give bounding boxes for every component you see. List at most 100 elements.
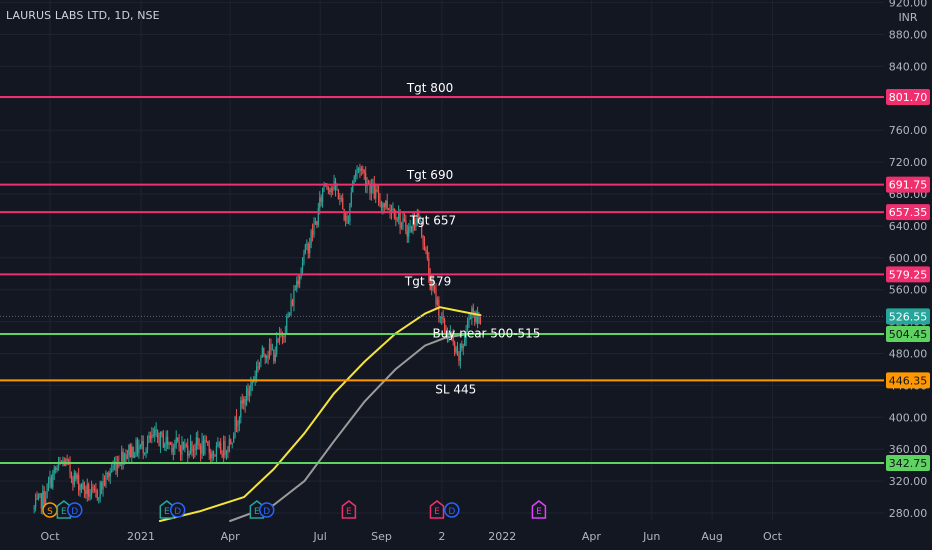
candle	[323, 181, 325, 193]
candle	[327, 185, 329, 195]
event-flag-marker[interactable]: E	[341, 500, 357, 519]
candle	[95, 482, 97, 498]
candle	[372, 178, 374, 194]
candle-body	[363, 170, 365, 174]
candle-body	[260, 357, 262, 362]
candle-body	[421, 221, 423, 236]
y-tick-label: 480.00	[889, 348, 928, 361]
candle	[400, 221, 403, 230]
candle-body	[377, 190, 380, 201]
candle	[297, 274, 299, 288]
candle-body	[93, 488, 96, 491]
y-tick-label: 600.00	[889, 252, 928, 265]
candle-body	[149, 435, 152, 439]
candle	[438, 296, 440, 323]
candle	[261, 345, 263, 358]
candle-body	[293, 289, 295, 306]
candle-body	[343, 209, 345, 221]
candle-body	[52, 473, 54, 488]
candle	[152, 427, 154, 438]
event-circle-marker[interactable]: S	[42, 502, 58, 518]
candle-body	[33, 507, 35, 510]
candle	[205, 435, 207, 443]
x-tick-label: 2	[438, 530, 445, 543]
candle	[63, 457, 65, 467]
candle	[165, 430, 167, 452]
candle	[169, 441, 172, 445]
candle	[220, 437, 222, 455]
y-tick-label: 920.00	[889, 0, 928, 10]
candle	[289, 312, 291, 318]
event-flag-marker[interactable]: E	[531, 500, 547, 519]
candle-body	[428, 258, 430, 276]
price-tag-bg	[886, 454, 930, 471]
candle	[332, 186, 334, 195]
candle	[356, 165, 358, 180]
candle-body	[152, 434, 154, 436]
candle-body	[201, 440, 203, 454]
candle-body	[125, 454, 127, 459]
candle-body	[395, 217, 397, 219]
candle	[53, 465, 55, 481]
price-tag-label: 657.35	[889, 206, 928, 219]
x-tick-label: Apr	[221, 530, 241, 543]
candle	[188, 450, 190, 459]
candle-body	[62, 460, 64, 463]
candle-body	[109, 472, 111, 477]
event-circle-marker[interactable]: D	[66, 502, 83, 518]
candle	[421, 221, 423, 239]
event-circle-marker[interactable]: D	[444, 502, 460, 518]
candle	[118, 455, 120, 469]
candle-body	[118, 462, 120, 466]
candle	[85, 485, 87, 499]
candle-body	[297, 280, 299, 285]
moving-average-line-1	[158, 306, 482, 522]
candle	[36, 491, 38, 500]
candle-body	[466, 320, 469, 332]
candle-body	[247, 387, 249, 396]
event-circle-marker[interactable]: D	[258, 502, 275, 518]
candle-body	[347, 221, 350, 223]
candle	[34, 493, 37, 512]
y-tick-label: 720.00	[889, 156, 928, 169]
candle	[307, 241, 309, 259]
candle	[422, 234, 424, 250]
candle	[234, 415, 236, 439]
price-tag: 526.55	[886, 308, 930, 325]
candle-body	[36, 498, 38, 500]
price-tag-label: 526.55	[889, 310, 928, 323]
event-marker-shape	[429, 500, 445, 519]
y-tick-label: 400.00	[889, 411, 928, 424]
candle	[322, 187, 324, 208]
candle-body	[85, 490, 87, 494]
candle	[443, 317, 446, 336]
candle	[164, 442, 166, 451]
candle-body	[142, 441, 144, 454]
candle-body	[181, 441, 183, 455]
candle-body	[303, 253, 305, 263]
candle	[52, 470, 54, 490]
candle	[168, 441, 170, 450]
candle	[471, 305, 473, 326]
candle-body	[43, 491, 45, 505]
candle	[393, 208, 395, 220]
event-marker-letter: S	[47, 507, 53, 517]
candle	[435, 283, 437, 310]
candle-body	[289, 313, 291, 316]
candle	[310, 228, 312, 249]
candle	[191, 440, 193, 457]
candle	[126, 449, 129, 460]
candle	[204, 434, 206, 456]
candle	[258, 361, 261, 371]
candle-body	[385, 200, 387, 208]
candle-body	[406, 231, 408, 237]
candle-body	[37, 495, 40, 500]
moving-average-line-2	[229, 332, 482, 522]
event-circle-marker[interactable]: D	[169, 502, 186, 518]
candle-body	[228, 439, 230, 452]
candle-body	[278, 332, 281, 341]
event-flag-marker[interactable]: E	[429, 500, 445, 519]
candle	[212, 450, 215, 461]
candle-body	[88, 484, 90, 497]
